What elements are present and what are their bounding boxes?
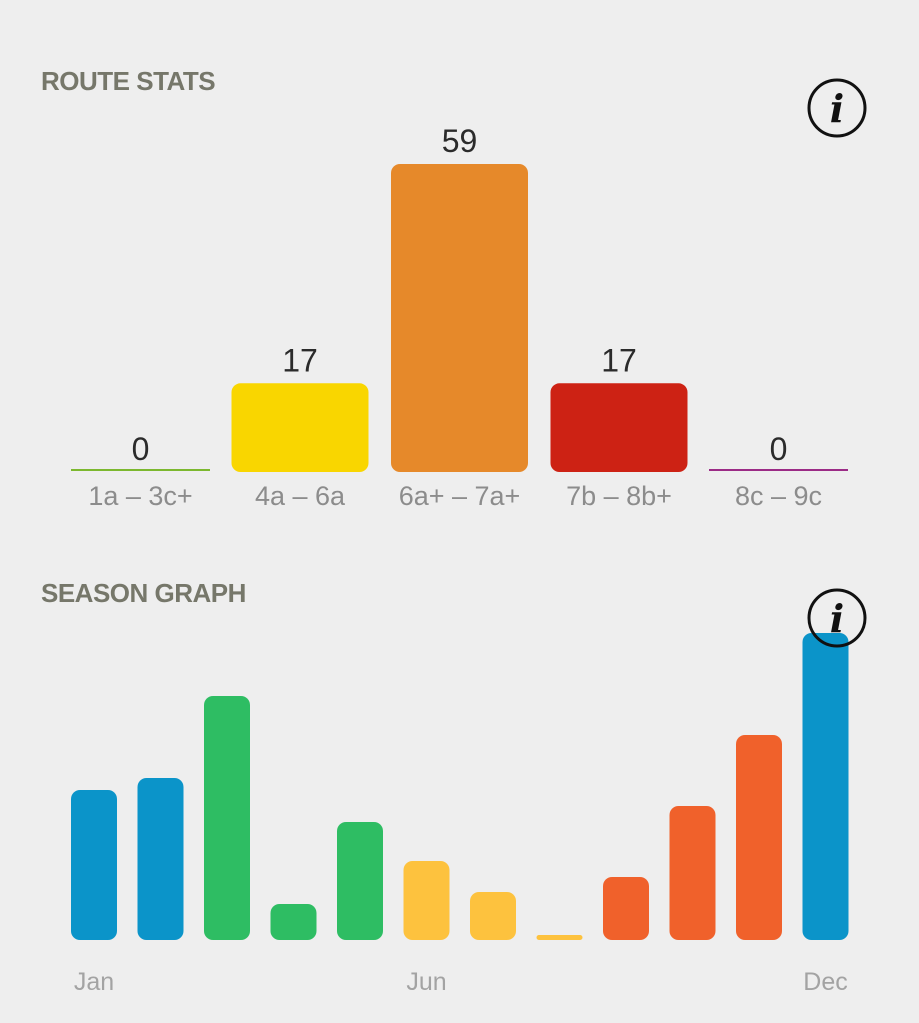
season-bar <box>137 778 184 940</box>
route-value-label: 17 <box>601 342 637 378</box>
season-bar <box>204 696 250 940</box>
route-stats-title: ROUTE STATS <box>41 66 216 96</box>
season-bar <box>603 877 649 940</box>
route-value-label: 0 <box>770 431 788 467</box>
season-bar <box>669 806 716 940</box>
route-category-label: 1a – 3c+ <box>88 481 192 511</box>
season-bar <box>337 822 383 940</box>
route-category-label: 8c – 9c <box>735 481 822 511</box>
season-bar <box>403 861 450 940</box>
season-tick-label: Dec <box>803 968 847 996</box>
route-bar <box>709 469 848 471</box>
svg-text:i: i <box>830 86 844 131</box>
season-graph-info-icon[interactable]: i <box>806 587 868 649</box>
route-category-label: 6a+ – 7a+ <box>399 481 521 511</box>
season-bar <box>270 904 317 940</box>
season-bar <box>71 790 117 940</box>
route-bar <box>231 383 369 472</box>
route-stats-chart: 0 1a – 3c+ 17 4a – 6a 59 6a+ – 7a+ 17 7b – 8b+ 0… <box>71 123 848 511</box>
svg-text:i: i <box>830 596 844 641</box>
route-value-label: 17 <box>282 342 318 378</box>
season-graph-title: SEASON GRAPH <box>41 578 246 608</box>
route-value-label: 0 <box>132 431 150 467</box>
route-value-label: 59 <box>442 123 478 159</box>
route-category-label: 7b – 8b+ <box>566 481 672 511</box>
route-stats-info-icon[interactable]: i <box>806 77 868 139</box>
route-category-label: 4a – 6a <box>255 481 346 511</box>
season-bar <box>536 935 583 940</box>
season-tick-label: Jan <box>74 968 114 996</box>
season-bar <box>470 892 516 940</box>
route-bar <box>391 164 528 472</box>
season-bar <box>802 633 849 940</box>
route-bar <box>550 383 688 472</box>
route-bar <box>71 469 210 471</box>
season-bar <box>736 735 782 940</box>
season-tick-label: Jun <box>406 968 446 996</box>
